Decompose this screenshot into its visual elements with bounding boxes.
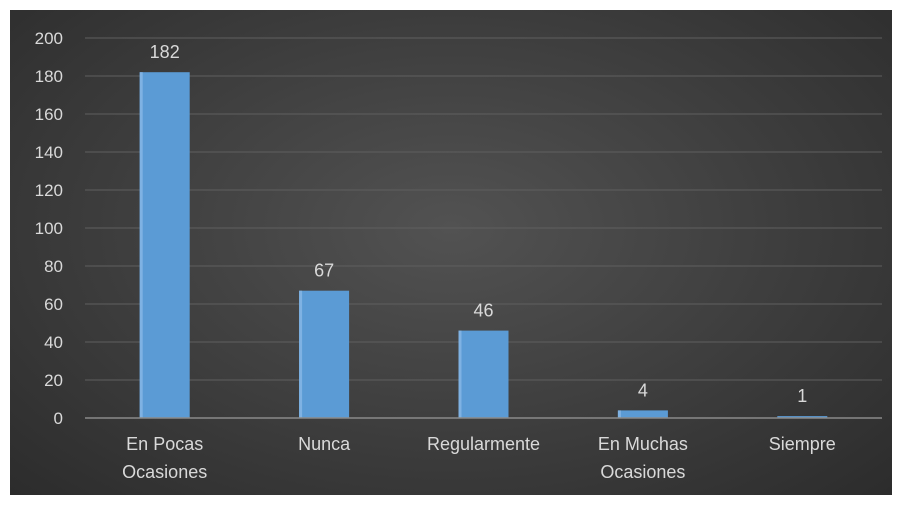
data-label: 67 <box>314 261 334 281</box>
y-tick-label: 140 <box>35 143 63 162</box>
bar-chart: 0 20 40 60 80 100 120 140 160 180 200 182 En Pocas Oc… <box>35 29 882 482</box>
y-tick-label: 60 <box>44 295 63 314</box>
x-category-label: Ocasiones <box>122 462 207 482</box>
data-label: 4 <box>638 380 648 400</box>
bar-highlight <box>617 410 621 418</box>
y-tick-label: 100 <box>35 219 63 238</box>
y-tick-label: 200 <box>35 29 63 48</box>
gridlines <box>85 37 882 381</box>
y-tick-label: 180 <box>35 67 63 86</box>
bars <box>139 72 828 418</box>
labels: 0 20 40 60 80 100 120 140 160 180 200 182 En Pocas Oc… <box>35 29 836 482</box>
bar-highlight <box>139 72 143 418</box>
x-category-label: Ocasiones <box>600 462 685 482</box>
y-tick-label: 0 <box>54 409 63 428</box>
x-category-label: Nunca <box>298 434 351 454</box>
bar-highlight <box>299 290 303 418</box>
chart-area: 0 20 40 60 80 100 120 140 160 180 200 182 En Pocas Oc… <box>10 10 892 495</box>
bar-highlight <box>458 330 462 418</box>
data-label: 1 <box>797 386 807 406</box>
data-label: 182 <box>150 42 180 62</box>
x-category-label: En Pocas <box>126 434 203 454</box>
bar <box>777 416 828 418</box>
bar <box>458 330 509 418</box>
x-category-label: Siempre <box>769 434 836 454</box>
y-tick-label: 160 <box>35 105 63 124</box>
x-category-label: Regularmente <box>427 434 540 454</box>
bar <box>139 72 190 418</box>
y-tick-label: 120 <box>35 181 63 200</box>
y-tick-label: 40 <box>44 333 63 352</box>
y-tick-label: 80 <box>44 257 63 276</box>
y-tick-label: 20 <box>44 371 63 390</box>
data-label: 46 <box>473 301 493 321</box>
x-category-label: En Muchas <box>598 434 688 454</box>
bar <box>299 290 350 418</box>
bar <box>617 410 668 418</box>
